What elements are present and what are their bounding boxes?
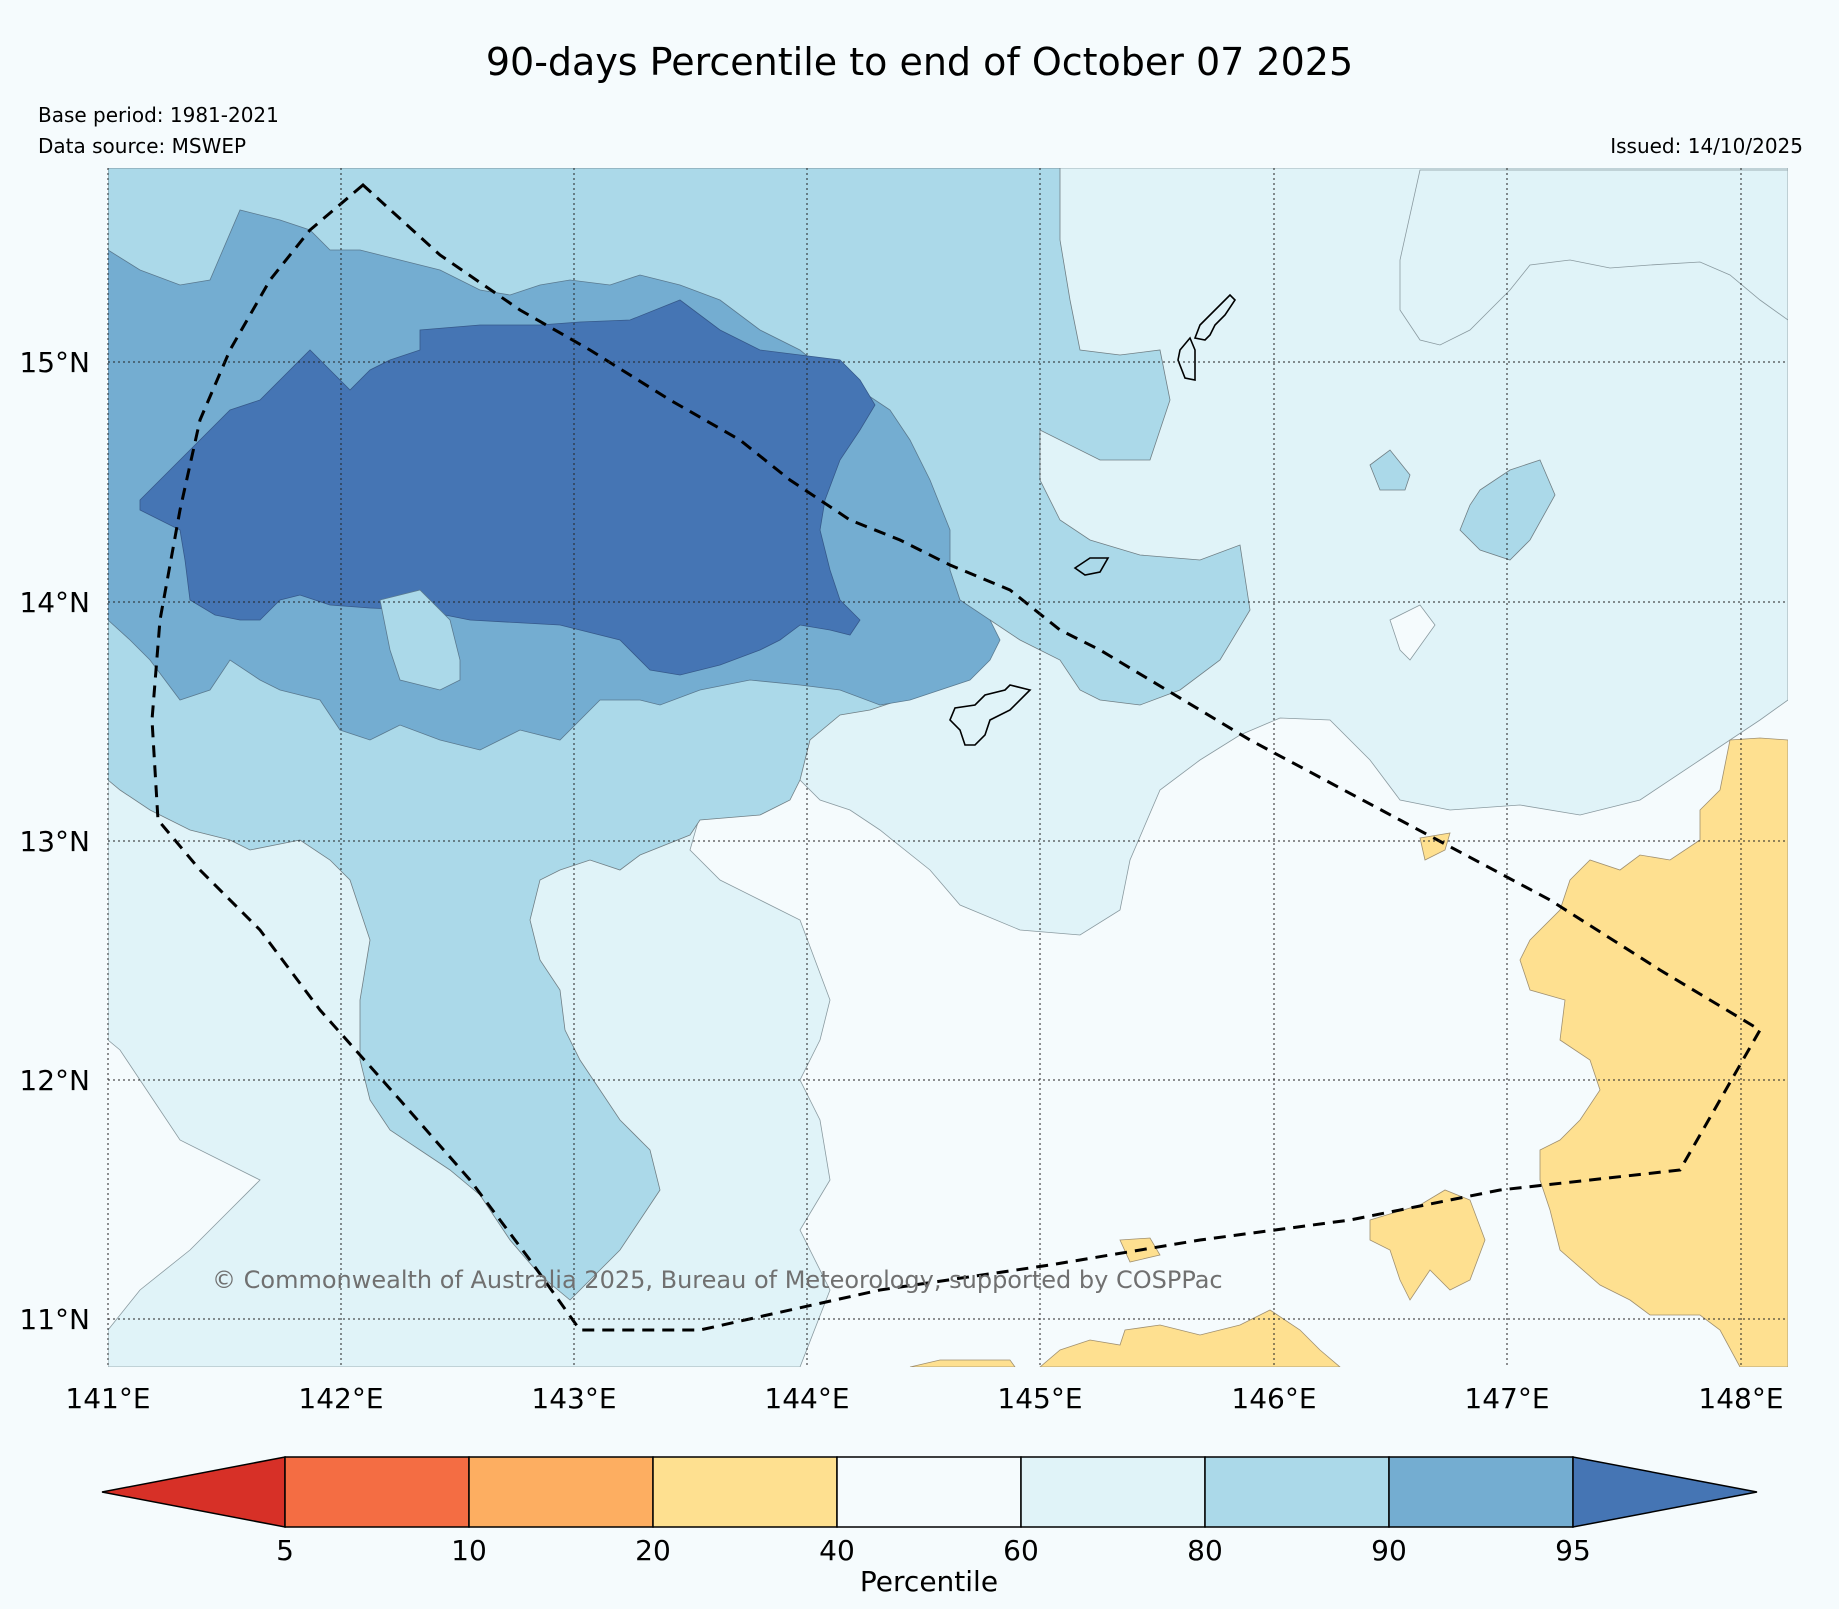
base-period-label: Base period: 1981-2021	[38, 103, 279, 127]
field-80-90-east-b	[1369, 449, 1411, 491]
colorbar-tick: 90	[1371, 1534, 1407, 1567]
colorbar-tick: 95	[1555, 1534, 1591, 1567]
colorbar-bin-40-60	[836, 1456, 1022, 1528]
lat-label: 14°N	[19, 586, 90, 619]
colorbar-tick: 10	[451, 1534, 487, 1567]
lon-label: 148°E	[1698, 1382, 1783, 1415]
field-80-90-patch	[379, 589, 461, 691]
copyright-notice: © Commonwealth of Australia 2025, Bureau…	[212, 1266, 1223, 1294]
coastline-island-a	[1193, 293, 1237, 341]
lon-label: 146°E	[1231, 1382, 1316, 1415]
colorbar-bin-20-40	[652, 1456, 838, 1528]
colorbar-tick: 40	[819, 1534, 855, 1567]
colorbar-tick: 80	[1187, 1534, 1223, 1567]
field-40-60-hole-a	[1389, 604, 1436, 661]
colorbar-bin-80-90	[1204, 1456, 1390, 1528]
colorbar-bin-5-10	[284, 1456, 470, 1528]
graticule	[107, 168, 1788, 1367]
colorbar-tick: 5	[276, 1534, 294, 1567]
coastline-island-b	[1177, 336, 1196, 381]
field-20-40-f	[1419, 832, 1451, 861]
field-20-40-e	[909, 1359, 1016, 1367]
lat-label: 12°N	[19, 1064, 90, 1097]
colorbar-tick: 60	[1003, 1534, 1039, 1567]
colorbar-tick: 20	[635, 1534, 671, 1567]
longitude-labels: 141°E 142°E 143°E 144°E 145°E 146°E 147°…	[65, 1382, 1783, 1415]
map-title: 90-days Percentile to end of October 07 …	[485, 40, 1354, 84]
lon-label: 144°E	[764, 1382, 849, 1415]
field-20-40-c	[1039, 1309, 1341, 1367]
colorbar: 5 10 20 40 60 80 90 95 Percentile	[101, 1456, 1758, 1598]
colorbar-extend-low	[101, 1456, 286, 1528]
lon-label: 145°E	[997, 1382, 1082, 1415]
lat-label: 13°N	[19, 825, 90, 858]
lon-label: 147°E	[1464, 1382, 1549, 1415]
coastline-island-c	[1073, 557, 1110, 576]
colorbar-bin-90-95	[1388, 1456, 1574, 1528]
field-20-40-b	[1369, 1189, 1486, 1301]
colorbar-extend-high	[1572, 1456, 1758, 1528]
colorbar-bin-10-20	[468, 1456, 654, 1528]
field-60-80-east	[1399, 169, 1788, 346]
colorbar-label: Percentile	[860, 1565, 998, 1598]
data-source-label: Data source: MSWEP	[38, 134, 247, 158]
field-20-40-east	[1519, 737, 1788, 1367]
map-field	[108, 168, 1788, 1367]
lon-label: 141°E	[65, 1382, 150, 1415]
coastline-guam	[949, 684, 1032, 746]
lat-label: 11°N	[19, 1303, 90, 1336]
lon-label: 143°E	[531, 1382, 616, 1415]
lon-label: 142°E	[298, 1382, 383, 1415]
latitude-labels: 15°N 14°N 13°N 12°N 11°N	[19, 346, 90, 1336]
issued-date-label: Issued: 14/10/2025	[1610, 134, 1803, 158]
boundary-dashed	[150, 183, 1763, 1332]
field-above-95	[139, 299, 876, 676]
lat-label: 15°N	[19, 346, 90, 379]
colorbar-bin-60-80	[1020, 1456, 1206, 1528]
